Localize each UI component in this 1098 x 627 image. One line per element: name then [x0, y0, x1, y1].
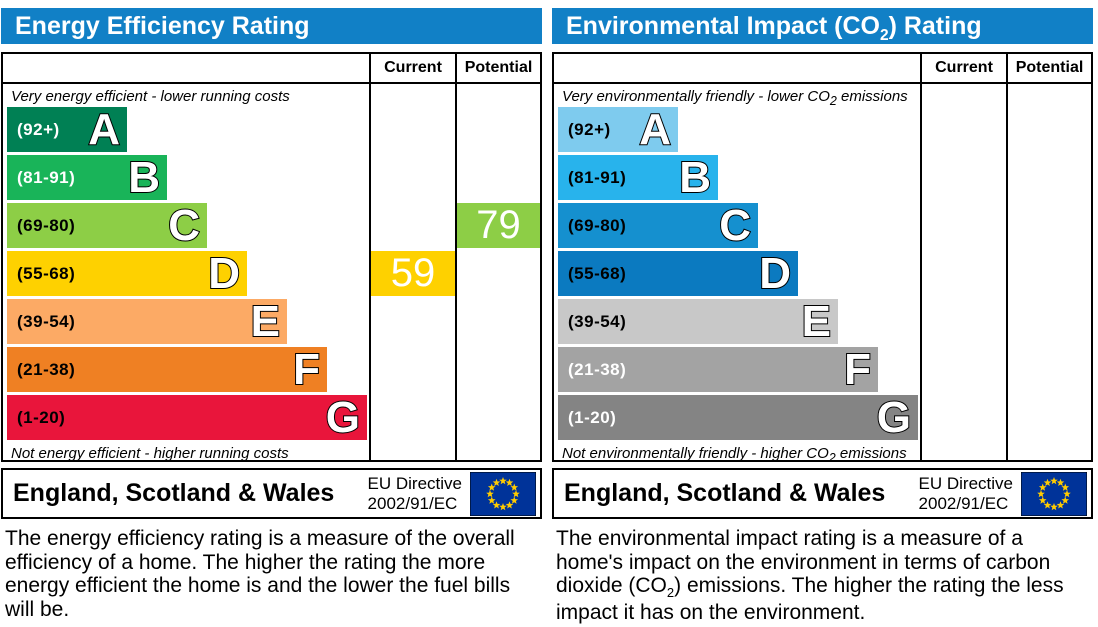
- band-range-label: (69-80): [17, 215, 76, 235]
- current-column: 59: [369, 84, 455, 460]
- band-c: (69-80) C: [7, 200, 207, 250]
- band-grade-letter: D: [758, 248, 792, 298]
- band-range-label: (55-68): [17, 263, 76, 283]
- band-e: (39-54) E: [558, 296, 838, 346]
- bottom-note: Not energy efficient - higher running co…: [11, 445, 289, 460]
- band-range-label: (55-68): [568, 263, 627, 283]
- potential-score-badge: 79: [457, 203, 540, 248]
- band-f: (21-38) F: [558, 344, 878, 394]
- region-footer: England, Scotland & Wales EU Directive 2…: [552, 468, 1093, 519]
- band-grade-letter: F: [292, 344, 321, 394]
- environmental-impact-title: Environmental Impact (CO2) Rating: [552, 8, 1093, 44]
- band-grade-letter: C: [167, 200, 201, 250]
- band-grade-letter: F: [843, 344, 872, 394]
- eu-flag-icon: [1021, 471, 1087, 516]
- band-b: (81-91) B: [558, 152, 718, 202]
- band-range-label: (21-38): [17, 359, 76, 379]
- band-range-label: (81-91): [17, 167, 76, 187]
- eu-flag-icon: [470, 471, 536, 516]
- region-footer: England, Scotland & Wales EU Directive 2…: [1, 468, 542, 519]
- band-list: (92+) A (81-91) B (69-80) C (55-68) D (39-54) E (2…: [554, 104, 920, 442]
- band-grade-letter: E: [250, 296, 281, 346]
- band-range-label: (69-80): [568, 215, 627, 235]
- energy-efficiency-chart: Current Potential Very energy efficient …: [1, 52, 542, 462]
- eu-directive-label: EU Directive 2002/91/EC: [919, 474, 1013, 513]
- region-label: England, Scotland & Wales: [564, 479, 886, 507]
- eu-directive-line1: EU Directive: [918, 473, 1013, 493]
- current-column: [920, 84, 1006, 460]
- band-c: (69-80) C: [558, 200, 758, 250]
- current-column-header: Current: [369, 54, 455, 84]
- band-grade-letter: A: [638, 104, 672, 154]
- band-grade-letter: D: [207, 248, 241, 298]
- potential-column: [1006, 84, 1091, 460]
- eu-directive-line1: EU Directive: [367, 473, 462, 493]
- top-note: Very environmentally friendly - lower CO…: [562, 88, 908, 108]
- panel-energy-efficiency: Energy Efficiency Rating Current Potenti…: [1, 2, 542, 625]
- potential-column: 79: [455, 84, 540, 460]
- band-range-label: (21-38): [568, 359, 627, 379]
- band-grade-letter: B: [127, 152, 161, 202]
- energy-efficiency-title: Energy Efficiency Rating: [1, 8, 542, 44]
- potential-column-header: Potential: [1006, 54, 1091, 84]
- band-range-label: (1-20): [568, 407, 617, 427]
- band-list: (92+) A (81-91) B (69-80) C (55-68) D (39-54) E (2…: [3, 104, 369, 442]
- panel-environmental-impact: Environmental Impact (CO2) Rating Curren…: [552, 2, 1093, 625]
- eu-directive-line2: 2002/91/EC: [367, 493, 458, 513]
- band-d: (55-68) D: [558, 248, 798, 298]
- bottom-note: Not environmentally friendly - higher CO…: [562, 445, 907, 460]
- band-grade-letter: A: [87, 104, 121, 154]
- environmental-impact-chart: Current Potential Very environmentally f…: [552, 52, 1093, 462]
- band-e: (39-54) E: [7, 296, 287, 346]
- band-area: Very environmentally friendly - lower CO…: [554, 84, 920, 460]
- band-d: (55-68) D: [7, 248, 247, 298]
- energy-efficiency-description: The energy efficiency rating is a measur…: [5, 527, 515, 622]
- band-range-label: (92+): [568, 119, 611, 139]
- band-range-label: (81-91): [568, 167, 627, 187]
- band-range-label: (39-54): [568, 311, 627, 331]
- band-range-label: (1-20): [17, 407, 66, 427]
- eu-directive-label: EU Directive 2002/91/EC: [368, 474, 462, 513]
- band-grade-letter: G: [325, 392, 361, 442]
- eu-directive-line2: 2002/91/EC: [918, 493, 1009, 513]
- current-column-header: Current: [920, 54, 1006, 84]
- band-a: (92+) A: [7, 104, 127, 154]
- band-range-label: (39-54): [17, 311, 76, 331]
- current-score-badge: 59: [371, 251, 455, 296]
- band-g: (1-20) G: [7, 392, 367, 442]
- band-b: (81-91) B: [7, 152, 167, 202]
- band-area: Very energy efficient - lower running co…: [3, 84, 369, 460]
- environmental-impact-description: The environmental impact rating is a mea…: [556, 527, 1064, 625]
- chart-header-spacer: [554, 54, 920, 84]
- band-range-label: (92+): [17, 119, 60, 139]
- band-a: (92+) A: [558, 104, 678, 154]
- band-grade-letter: C: [718, 200, 752, 250]
- top-note: Very energy efficient - lower running co…: [11, 88, 290, 105]
- band-f: (21-38) F: [7, 344, 327, 394]
- chart-header-spacer: [3, 54, 369, 84]
- band-grade-letter: B: [678, 152, 712, 202]
- region-label: England, Scotland & Wales: [13, 479, 335, 507]
- band-grade-letter: G: [876, 392, 912, 442]
- potential-column-header: Potential: [455, 54, 540, 84]
- band-grade-letter: E: [801, 296, 832, 346]
- band-g: (1-20) G: [558, 392, 918, 442]
